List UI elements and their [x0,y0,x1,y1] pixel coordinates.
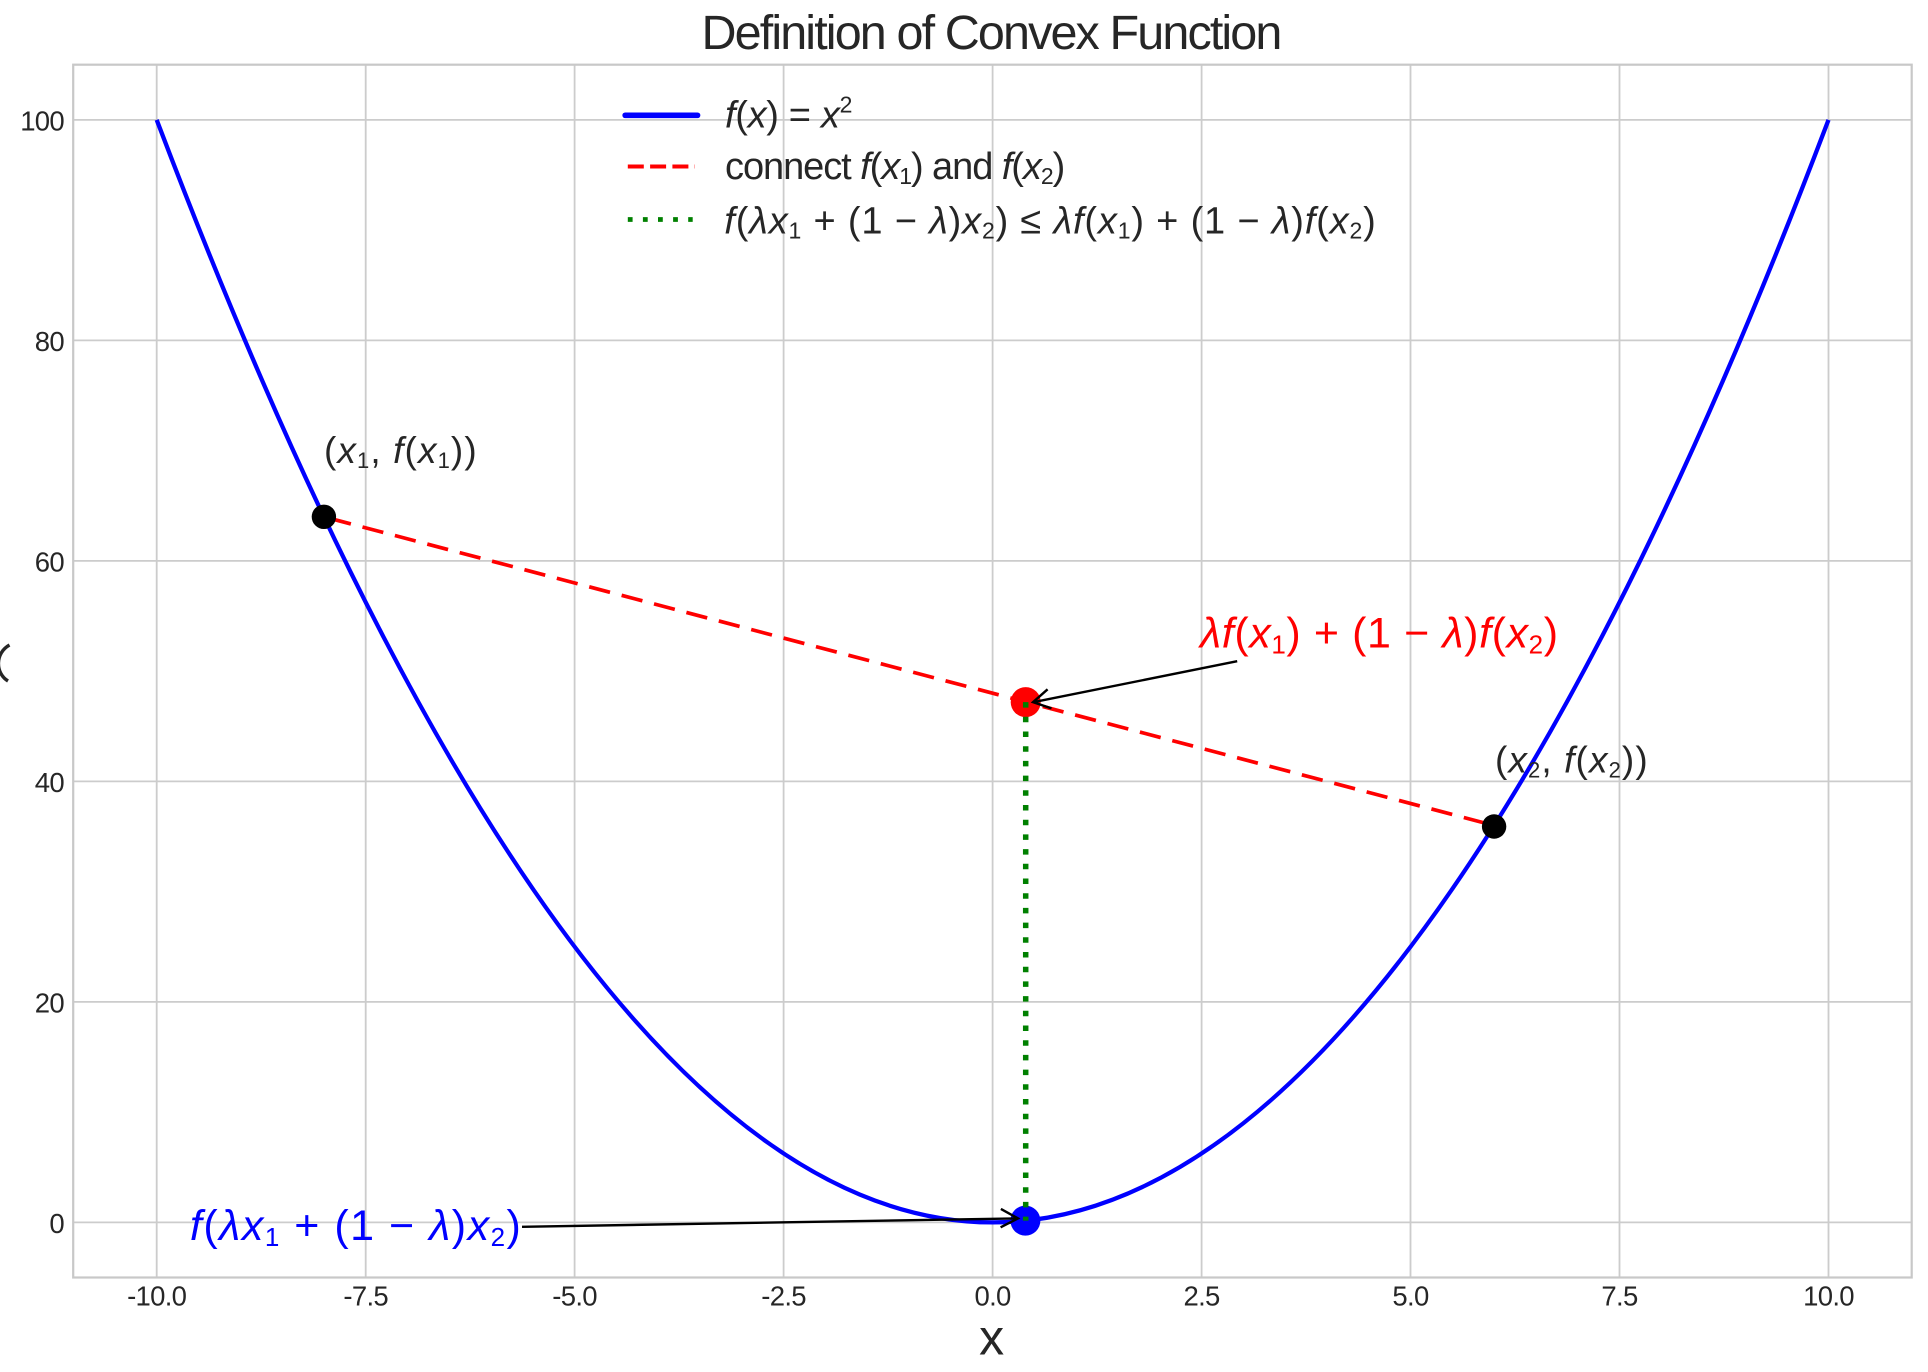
svg-text:0.0: 0.0 [975,1281,1012,1312]
svg-text:-5.0: -5.0 [552,1281,597,1312]
svg-text:0: 0 [49,1208,64,1239]
svg-text:f(x) = x2: f(x) = x2 [725,92,852,137]
svg-text:Definition of Convex Function: Definition of Convex Function [701,6,1280,60]
svg-text:10.0: 10.0 [1803,1281,1854,1312]
svg-text:connect f(x1) and f(x2): connect f(x1) and f(x2) [725,146,1064,189]
svg-text:(x2, f(x2)): (x2, f(x2)) [1495,740,1649,783]
svg-text:7.5: 7.5 [1601,1281,1638,1312]
svg-text:-10.0: -10.0 [127,1281,187,1312]
svg-text:λf(x1) + (1 − λ)f(x2): λf(x1) + (1 − λ)f(x2) [1198,610,1559,660]
svg-text:40: 40 [35,767,65,798]
svg-text:f(λx1 + (1 − λ)x2): f(λx1 + (1 − λ)x2) [190,1202,522,1252]
svg-text:2.5: 2.5 [1184,1281,1221,1312]
svg-text:x: x [979,1310,1004,1366]
svg-text:(x1, f(x1)): (x1, f(x1)) [324,430,478,473]
svg-text:100: 100 [20,106,64,137]
svg-text:-7.5: -7.5 [343,1281,388,1312]
svg-text:f(λx1 + (1 − λ)x2) ≤ λf(x1) +: f(λx1 + (1 − λ)x2) ≤ λf(x1) + (1 − λ)f(x… [724,201,1376,244]
svg-text:60: 60 [35,547,65,578]
svg-text:-2.5: -2.5 [761,1281,806,1312]
svg-text:5.0: 5.0 [1392,1281,1429,1312]
svg-text:20: 20 [35,988,65,1019]
svg-text:80: 80 [35,326,65,357]
